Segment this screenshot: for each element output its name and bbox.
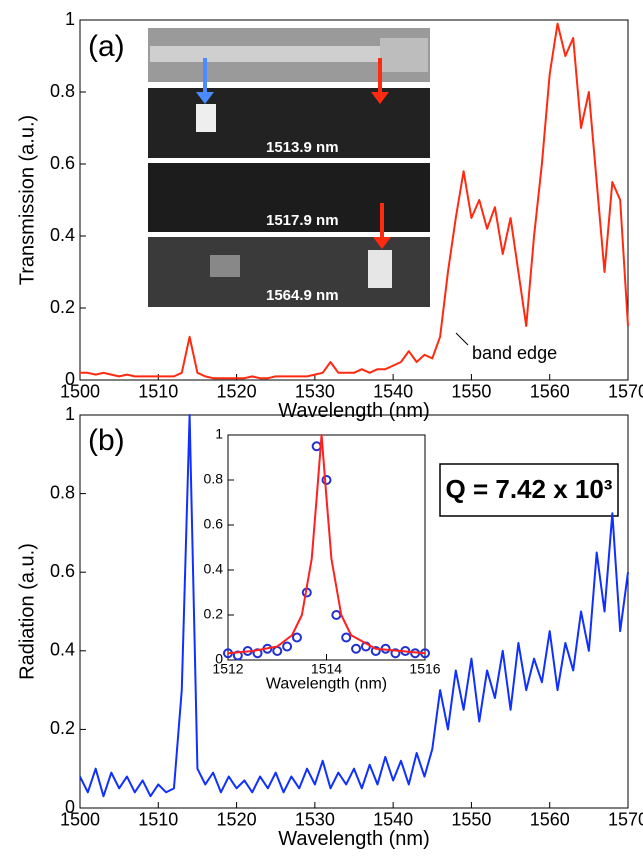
- y-tick-label: 0.8: [50, 81, 75, 101]
- q-box: [439, 463, 619, 517]
- x-axis-label: Wavelength (nm): [278, 828, 430, 850]
- x-tick-label: 1530: [295, 381, 335, 401]
- y-tick-label: 0.8: [50, 482, 75, 502]
- plot-area: [227, 434, 426, 661]
- bright-spot: [368, 250, 392, 288]
- image-label: 1517.9 nm: [266, 212, 339, 229]
- x-tick-label: 1550: [451, 381, 491, 401]
- y-tick-label: 0: [65, 369, 75, 389]
- data-point: [282, 641, 293, 652]
- data-point: [351, 643, 362, 654]
- image-label: 1513.9 nm: [266, 139, 339, 156]
- x-tick-label: 1510: [138, 809, 178, 829]
- y-tick-label: 0.4: [50, 225, 75, 245]
- y-tick-label: 0: [215, 651, 223, 667]
- panel-label: (a): [88, 30, 125, 63]
- data-point: [291, 632, 302, 643]
- x-tick-label: 1512: [212, 661, 243, 677]
- data-point: [390, 648, 401, 659]
- image-label: 1564.9 nm: [266, 287, 339, 304]
- y-axis-label: Radiation (a.u.): [16, 543, 38, 680]
- spot: [210, 255, 240, 277]
- y-tick-label: 0.4: [50, 640, 75, 660]
- x-tick-label: 1510: [138, 381, 178, 401]
- x-tick-label: 1530: [295, 809, 335, 829]
- series-line: [227, 434, 426, 655]
- inset-images: 1513.9 nm 1517.9 nm 1564.9 nm: [148, 28, 430, 307]
- x-tick-label: 1520: [217, 809, 257, 829]
- x-tick-label: 1516: [409, 661, 440, 677]
- arrow-head: [373, 237, 391, 249]
- x-tick-label: 1560: [530, 809, 570, 829]
- y-tick-label: 1: [65, 404, 75, 424]
- y-tick-label: 0.2: [50, 297, 75, 317]
- data-point: [321, 475, 332, 485]
- y-tick-label: 0.2: [50, 718, 75, 738]
- annotation: band edge: [472, 343, 557, 363]
- y-tick-label: 1: [215, 426, 223, 442]
- x-tick-label: 1520: [217, 381, 257, 401]
- y-tick-label: 0.8: [204, 471, 224, 487]
- panel-label: (b): [88, 424, 125, 457]
- x-tick-label: 1550: [451, 809, 491, 829]
- y-tick-label: 0.6: [50, 153, 75, 173]
- taper: [380, 38, 428, 72]
- x-tick-label: 1560: [530, 381, 570, 401]
- x-tick-label: 1500: [60, 381, 100, 401]
- series-line: [80, 22, 629, 380]
- x-axis-label: Wavelength (nm): [278, 400, 430, 422]
- bright-spot: [196, 104, 216, 132]
- arrow-head: [371, 92, 389, 104]
- y-tick-label: 0.4: [204, 561, 224, 577]
- y-tick-label: 1: [65, 9, 75, 29]
- annotation-pointer: [455, 332, 469, 346]
- data-point: [341, 632, 352, 643]
- x-axis-label: Wavelength (nm): [266, 676, 387, 693]
- data-point: [370, 646, 381, 656]
- x-tick-label: 1514: [311, 661, 342, 677]
- y-tick-label: 0: [65, 797, 75, 817]
- y-tick-label: 0.2: [204, 606, 224, 622]
- q-factor: Q = 7.42 x 10³: [446, 474, 613, 504]
- waveguide: [150, 46, 380, 62]
- y-tick-label: 0.6: [50, 561, 75, 581]
- x-tick-label: 1500: [60, 809, 100, 829]
- plot-area: [79, 414, 629, 809]
- plot-area: [79, 19, 629, 381]
- arrow-head: [196, 92, 214, 104]
- y-axis-label: Transmission (a.u.): [16, 115, 38, 285]
- x-tick-label: 1540: [373, 381, 413, 401]
- y-tick-label: 0.6: [204, 516, 224, 532]
- x-tick-label: 1540: [373, 809, 413, 829]
- series-line: [79, 414, 629, 798]
